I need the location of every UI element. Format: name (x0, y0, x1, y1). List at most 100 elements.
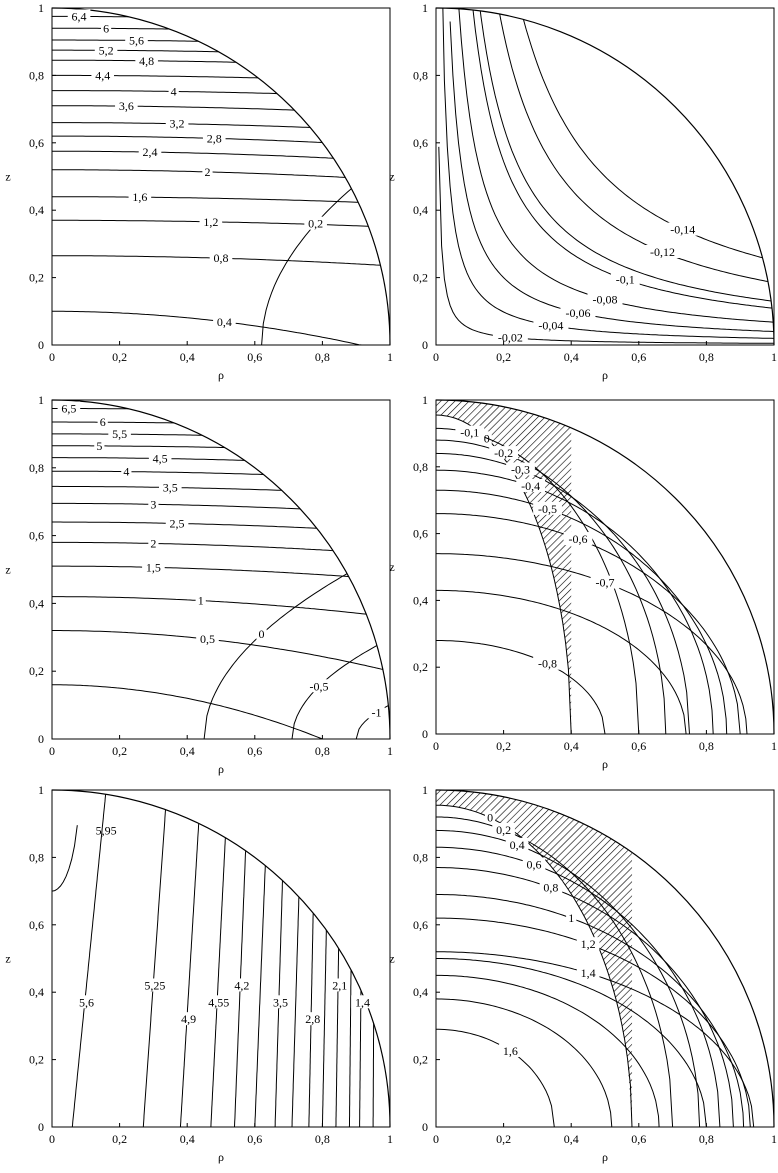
contour-label-bg (202, 131, 226, 145)
contour-label-bg (499, 1043, 522, 1057)
domain-boundary-arc (435, 7, 775, 346)
contour-line (274, 790, 286, 1127)
contour-label: -0,5 (538, 502, 557, 516)
contour-line (441, 8, 774, 339)
contour-label-bg (610, 272, 640, 286)
contour-label: 1 (568, 911, 574, 925)
contour-line (436, 1028, 555, 1127)
y-tick-label: 0,8 (29, 850, 44, 864)
contour-label-bg (100, 21, 112, 35)
contour-label-bg (484, 810, 496, 824)
x-tick-label: 0,2 (496, 350, 511, 364)
contour-label: 0 (259, 627, 265, 641)
y-tick-label: 1 (422, 783, 428, 797)
y-tick-label: 1 (38, 393, 44, 407)
contour-label-bg (516, 478, 546, 492)
y-tick-label: 0,8 (413, 850, 428, 864)
y-axis-label: z (389, 170, 394, 184)
panel-4: 0 -0,1 -0,2 -0,3 -0,4 -0,5 -0,6 -0,7 -0,8 0 0,2 0,4… (389, 393, 777, 771)
panel-2: -0,02 -0,04-0,06-0,08 -0,1 -0,12 -0,14 0 0,2 0,… (389, 1, 777, 382)
x-tick-label: 0,4 (564, 739, 579, 753)
contour-label: 1,5 (146, 560, 161, 574)
contour-line (436, 589, 687, 734)
x-tick-label: 0,4 (180, 1132, 195, 1146)
contour-label: 4 (171, 84, 177, 98)
contour-label: 5,5 (112, 427, 127, 441)
y-tick-label: 0,4 (413, 985, 428, 999)
contour-line (321, 790, 330, 1127)
contour-line (261, 157, 390, 345)
contour-label-bg (121, 464, 132, 478)
plot-frame (51, 789, 391, 1128)
contour-line (436, 958, 707, 1127)
y-axis-label: z (389, 560, 394, 574)
contour-label: 2,8 (207, 131, 222, 145)
contour-line (436, 804, 633, 1127)
contour-line (436, 816, 674, 1127)
panel-5: 5,95 5,6 5,25 4,9 4,55 4,2 3,5 2,8 2,1 1,4 0 0,2 0,4… (5, 783, 393, 1164)
x-tick-label: 0,2 (496, 1132, 511, 1146)
contour-label: -0,5 (310, 679, 329, 693)
contour-line (291, 638, 390, 739)
contour-label-bg (351, 995, 374, 1009)
contour-label-bg (91, 68, 114, 82)
contour-label-bg (159, 480, 182, 494)
contour-label: 1,4 (355, 995, 370, 1009)
contour-label-bg (57, 401, 81, 415)
contour-label: 4,2 (234, 978, 249, 992)
contour-line (210, 790, 229, 1127)
contour-label: 6 (100, 415, 106, 429)
contour-line (372, 790, 376, 1127)
contour-label: 4,4 (95, 69, 110, 83)
contour-label-bg (522, 857, 546, 871)
contour-line (142, 790, 168, 1127)
contour-line (436, 894, 745, 1127)
x-axis-label: ρ (218, 368, 224, 382)
y-tick-label: 0,6 (29, 918, 44, 932)
contour-label: 1,6 (503, 1044, 518, 1058)
x-tick-label: 0,2 (112, 1132, 127, 1146)
contour-line (52, 90, 390, 98)
contour-line (436, 867, 734, 1127)
contour-line (335, 790, 342, 1127)
contour-label-bg (328, 978, 352, 992)
contour-line (436, 998, 613, 1127)
contour-label: -0,1 (616, 272, 635, 286)
plot-frame (435, 7, 775, 346)
contour-line (52, 105, 390, 115)
contour-line (52, 150, 390, 162)
contour-label: 3,2 (170, 117, 185, 131)
contour-label-bg (142, 560, 165, 574)
x-axis-label: ρ (602, 757, 608, 771)
contour-line (52, 470, 390, 481)
panel-6: 00,20,40,60,811,21,41,60 0,2 0,4 0,6 0,8 100,… (389, 783, 777, 1164)
contour-line (291, 790, 303, 1127)
x-tick-label: 0,8 (315, 350, 330, 364)
contour-line (436, 452, 690, 734)
y-tick-label: 0,6 (413, 527, 428, 541)
y-axis-label: z (5, 563, 10, 577)
contour-label: 0,5 (200, 632, 215, 646)
contour-line (52, 485, 390, 496)
contour-label: 2,4 (143, 145, 158, 159)
contour-label: 0,6 (527, 857, 542, 871)
contour-label: 2,1 (332, 978, 347, 992)
contour-label-bg (140, 978, 170, 992)
y-tick-label: 0,6 (29, 529, 44, 543)
x-tick-label: 0,6 (631, 739, 646, 753)
contour-line (52, 541, 390, 555)
contour-line (52, 310, 374, 345)
x-tick-label: 0,8 (315, 744, 330, 758)
panel-3: 6,5 6 5,5 5 4,5 4 3,5 3 2,5 2 1,5 1 0,5 0 -0,5 -1 0 0,2 0,… (5, 393, 393, 776)
contour-label-bg (148, 451, 172, 465)
x-tick-label: 0,6 (631, 1132, 646, 1146)
x-axis-label: ρ (602, 1150, 608, 1164)
contour-label-bg (492, 822, 515, 836)
contour-label: 5 (96, 439, 102, 453)
contour-label: -0,1 (460, 426, 479, 440)
x-tick-label: 0 (433, 1132, 439, 1146)
contour-label-bg (165, 516, 189, 530)
contour-label: -0,4 (521, 479, 540, 493)
contour-label-bg (108, 427, 131, 441)
contour-label: -0,08 (593, 292, 618, 306)
